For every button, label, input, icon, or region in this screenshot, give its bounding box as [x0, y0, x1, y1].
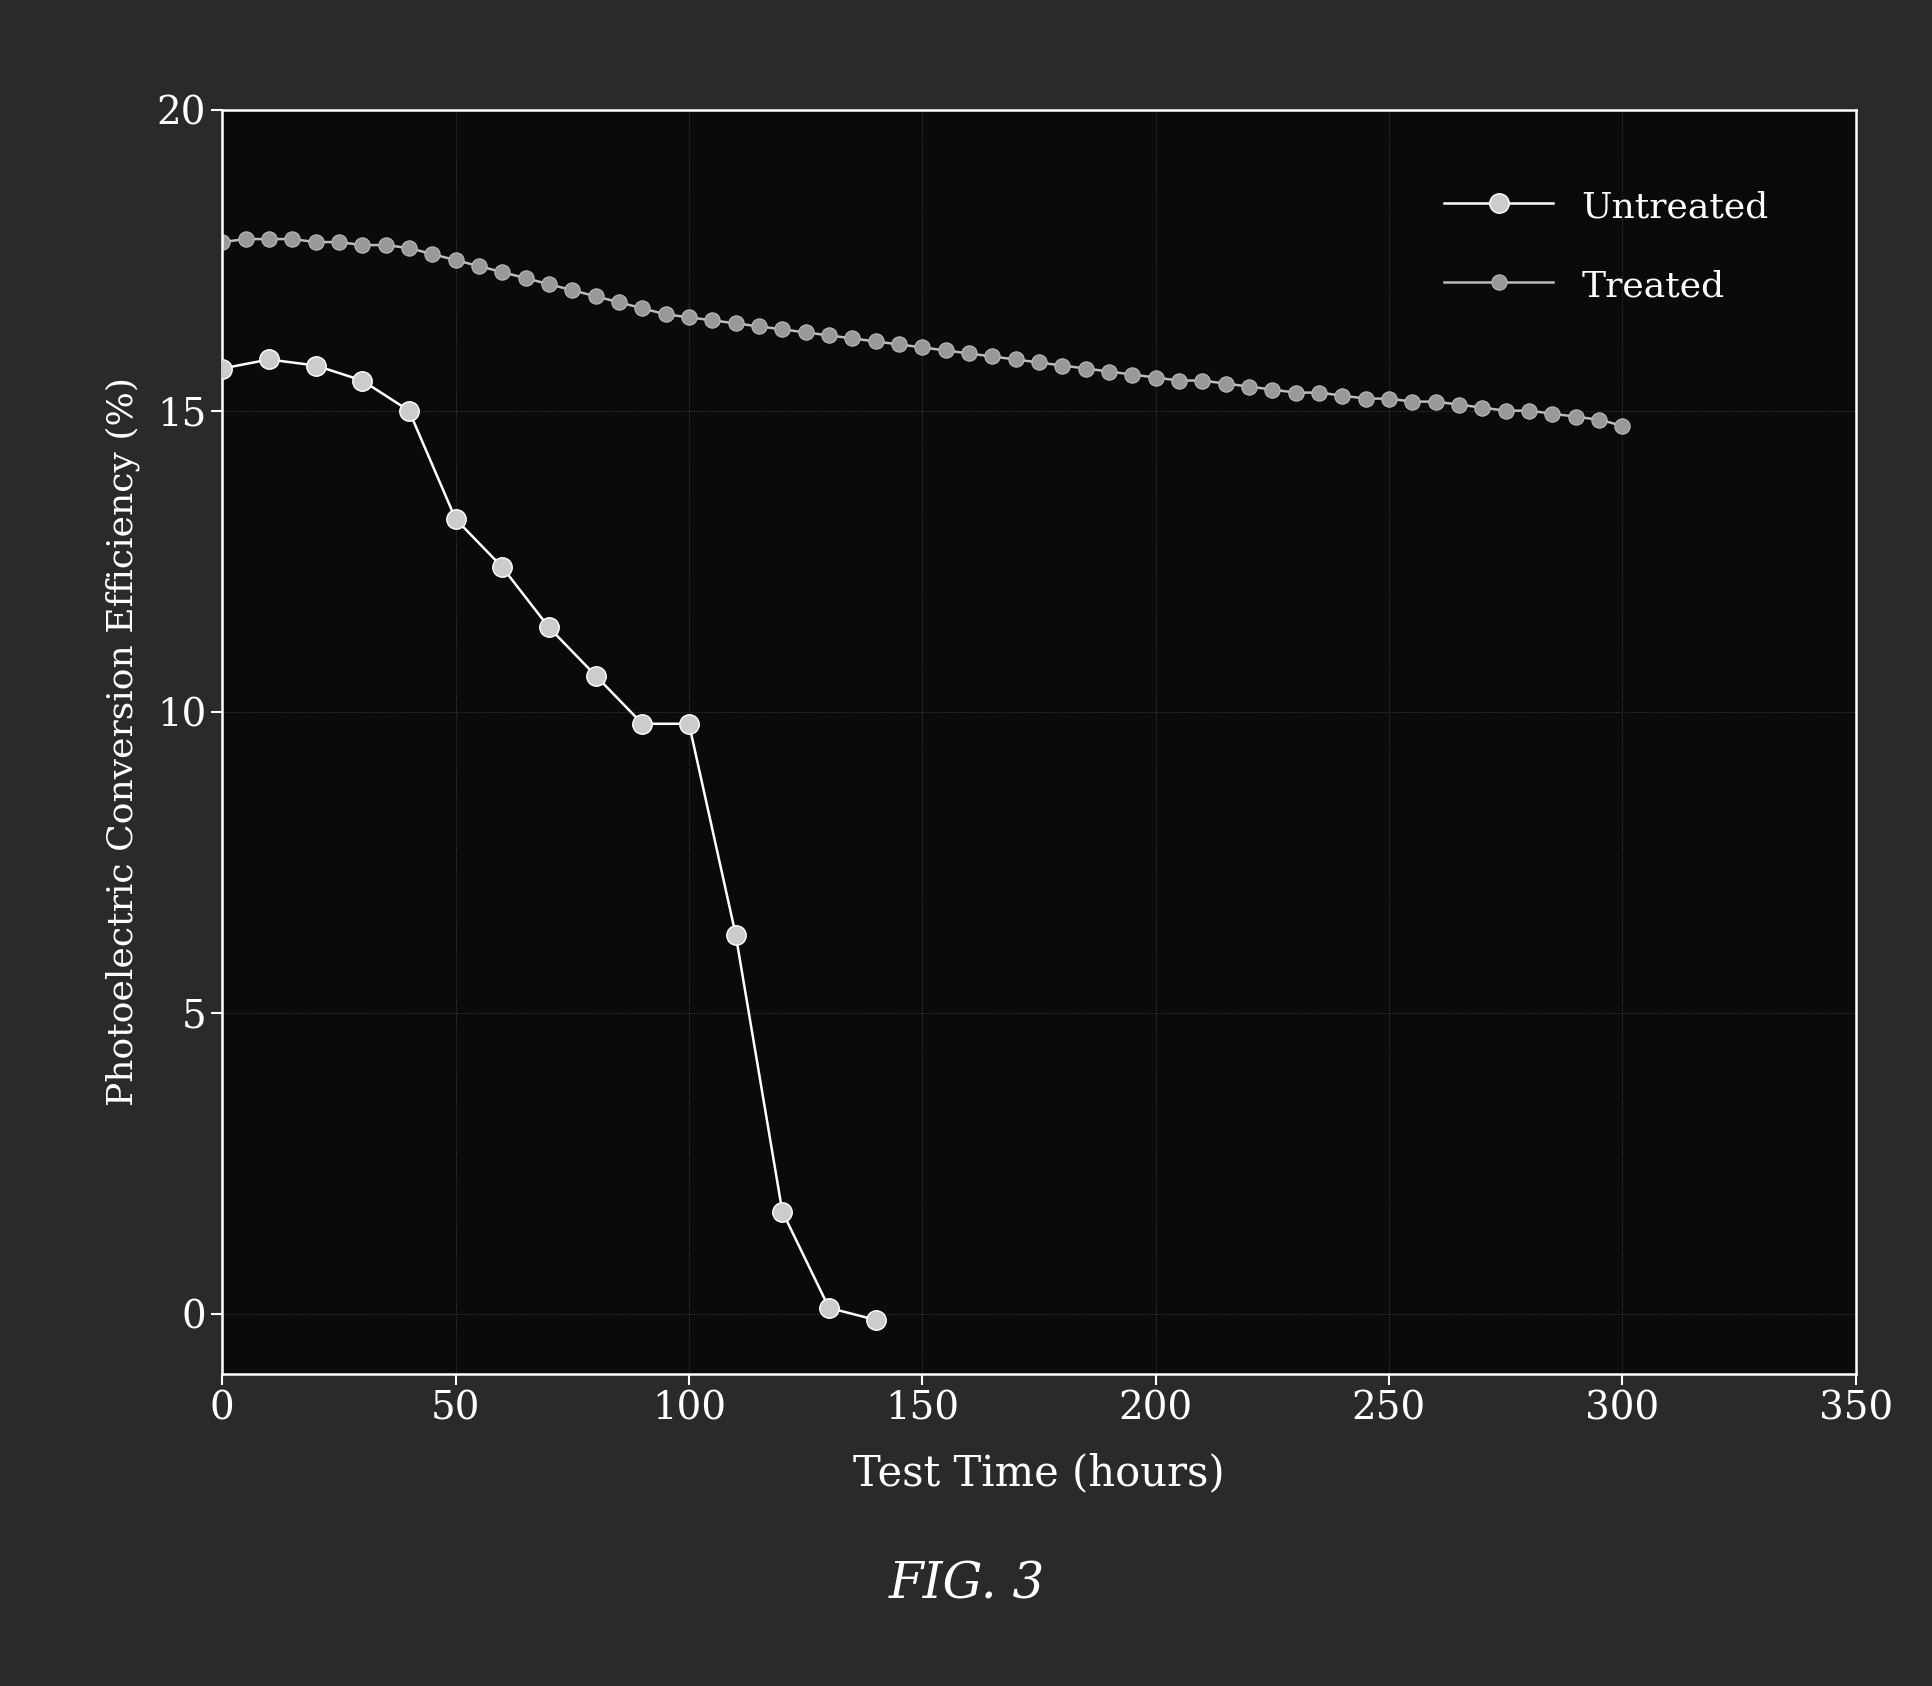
- Untreated: [303, 356, 327, 376]
- Untreated: [444, 509, 468, 529]
- Untreated: [676, 713, 699, 733]
- Y-axis label: Photoelectric Conversion Efficiency (%): Photoelectric Conversion Efficiency (%): [106, 378, 141, 1106]
- Treated: [1609, 416, 1633, 437]
- Untreated: [398, 401, 421, 422]
- Treated: [1447, 395, 1470, 415]
- Untreated: [583, 666, 607, 686]
- Untreated: [491, 556, 514, 577]
- Untreated: [630, 713, 653, 733]
- X-axis label: Test Time (hours): Test Time (hours): [852, 1452, 1225, 1494]
- Line: Treated: Treated: [214, 231, 1629, 433]
- Untreated: [350, 371, 373, 391]
- Untreated: [537, 617, 560, 637]
- Untreated: [817, 1298, 840, 1318]
- Text: FIG. 3: FIG. 3: [889, 1560, 1043, 1610]
- Line: Untreated: Untreated: [213, 349, 885, 1330]
- Legend: Untreated, Treated: Untreated, Treated: [1408, 153, 1804, 339]
- Treated: [514, 268, 537, 288]
- Untreated: [257, 349, 280, 369]
- Treated: [211, 233, 234, 253]
- Treated: [724, 314, 748, 334]
- Untreated: [211, 359, 234, 379]
- Untreated: [771, 1202, 794, 1222]
- Untreated: [724, 924, 748, 944]
- Treated: [980, 346, 1003, 366]
- Untreated: [864, 1310, 887, 1330]
- Treated: [1074, 359, 1097, 379]
- Treated: [560, 280, 583, 300]
- Treated: [234, 229, 257, 250]
